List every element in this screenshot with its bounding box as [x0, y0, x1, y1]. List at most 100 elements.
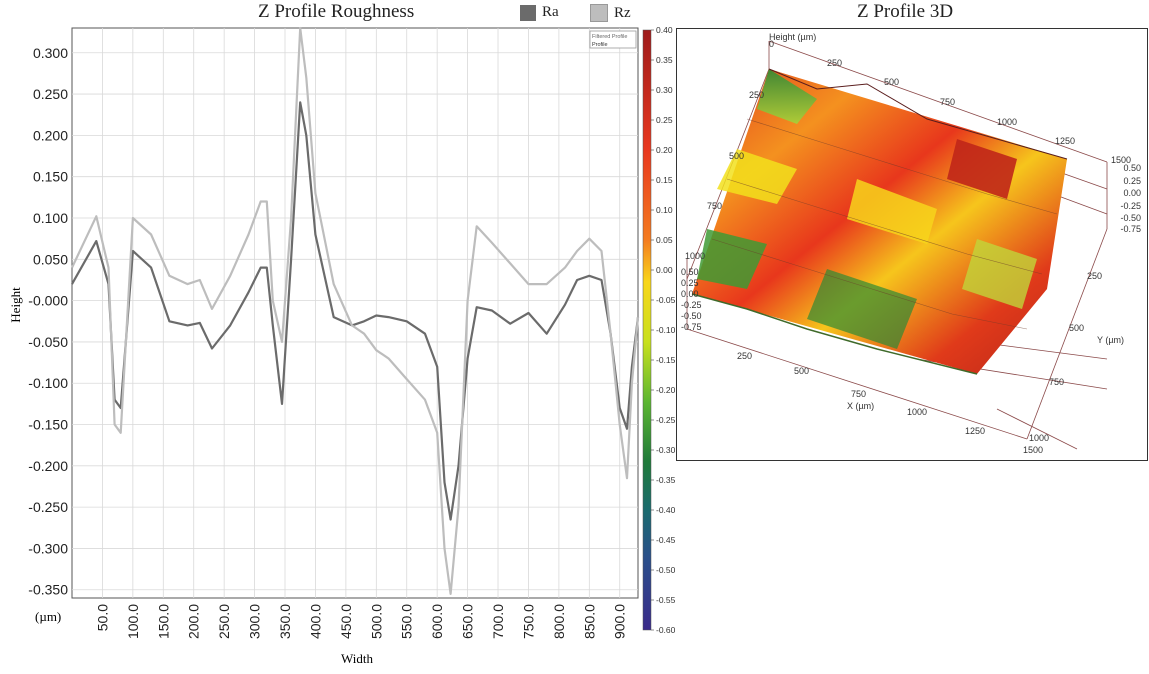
3d-height-tick: -0.75 — [1120, 224, 1141, 234]
legend-label-rz: Rz — [614, 4, 631, 21]
3d-height-tick: 0.25 — [1123, 176, 1141, 186]
3d-y-axis-label: Y (µm) — [1097, 335, 1124, 345]
colorbar-tick-label: -0.45 — [656, 535, 676, 545]
colorbar-tick-label: -0.30 — [656, 445, 676, 455]
3d-top-x-tick: 1500 — [1111, 155, 1131, 165]
3d-height-tick-left: -0.50 — [681, 311, 702, 321]
y-tick-label: 0.100 — [33, 210, 68, 226]
x-tick-label: 550.0 — [399, 604, 415, 639]
chart-title: Z Profile Roughness — [258, 1, 415, 22]
3d-top-x-tick: 1000 — [997, 117, 1017, 127]
y-tick-label: -0.150 — [28, 417, 68, 433]
x-tick-label: 50.0 — [94, 604, 110, 631]
plot-area — [71, 27, 639, 599]
x-tick-label: 750.0 — [520, 604, 536, 639]
colorbar — [642, 29, 652, 631]
colorbar-tick-label: -0.25 — [656, 415, 676, 425]
y-tick-label: 0.150 — [33, 169, 68, 185]
colorbar-tick-label: 0.05 — [656, 235, 673, 245]
x-tick-label: 700.0 — [490, 604, 506, 639]
3d-peak — [847, 179, 937, 244]
3d-top-x-tick: 0 — [769, 39, 774, 49]
x-axis-label: Width — [341, 651, 373, 666]
3d-edge-line — [691, 293, 978, 375]
y-tick-label: -0.350 — [28, 582, 68, 598]
colorbar-tick-label: -0.60 — [656, 625, 676, 635]
y-tick-label: -0.200 — [28, 458, 68, 474]
y-tick-label: -0.300 — [28, 540, 68, 556]
3d-x-tick: 1000 — [907, 407, 927, 417]
3d-height-tick: -0.25 — [1120, 201, 1141, 211]
3d-valley — [757, 69, 817, 124]
3d-height-tick-left: -0.25 — [681, 300, 702, 310]
x-tick-label: 850.0 — [581, 604, 597, 639]
x-tick-label: 650.0 — [460, 604, 476, 639]
colorbar-tick-label: 0.10 — [656, 205, 673, 215]
3d-top-x-tick: 500 — [884, 77, 899, 87]
3d-height-tick: -0.50 — [1120, 213, 1141, 223]
y-tick-label: 0.200 — [33, 127, 68, 143]
x-tick-label: 450.0 — [338, 604, 354, 639]
series-line-ra — [71, 101, 640, 521]
3d-left-side-tick: 500 — [729, 151, 744, 161]
series-line-rz — [71, 26, 640, 596]
3d-x-axis-label: X (µm) — [847, 401, 874, 411]
colorbar-tick-label: -0.15 — [656, 355, 676, 365]
x-tick-label: 900.0 — [612, 604, 628, 639]
3d-height-tick: 0.00 — [1123, 188, 1141, 198]
3d-height-axis-label: Height (µm) — [769, 32, 816, 42]
inset-legend-filtered: Filtered Profile — [592, 34, 627, 40]
legend-item-ra: Ra — [520, 4, 559, 21]
y-tick-label: 0.300 — [33, 45, 68, 61]
x-tick-label: 400.0 — [307, 604, 323, 639]
3d-x-tick: 1250 — [965, 426, 985, 436]
3d-top-x-tick: 1250 — [1055, 136, 1075, 146]
3d-height-tick-left: 0.50 — [681, 267, 699, 277]
3d-x-tick: 250 — [737, 351, 752, 361]
colorbar-tick-label: 0.15 — [656, 175, 673, 185]
y-tick-label: 0.250 — [33, 86, 68, 102]
x-tick-label: 350.0 — [277, 604, 293, 639]
3d-contour-lines — [711, 118, 1058, 330]
legend-label-ra: Ra — [542, 4, 559, 20]
legend-swatch-ra — [520, 4, 536, 21]
y-tick-label: -0.050 — [28, 334, 68, 350]
y-tick-label: 0.050 — [33, 251, 68, 267]
legend-item-rz: Rz — [590, 4, 631, 22]
x-tick-label: 100.0 — [125, 604, 141, 639]
colorbar-tick-label: 0.40 — [656, 25, 673, 35]
3d-top-x-tick: 250 — [827, 58, 842, 68]
colorbar-tick-label: -0.35 — [656, 475, 676, 485]
3d-peak — [717, 149, 797, 204]
3d-height-tick-left: 0.00 — [681, 289, 699, 299]
3d-peak — [947, 139, 1017, 199]
3d-height-tick-left: -0.75 — [681, 322, 702, 332]
colorbar-tick-label: -0.20 — [656, 385, 676, 395]
3d-top-x-tick: 750 — [940, 97, 955, 107]
legend-swatch-rz — [590, 4, 608, 22]
inset-legend-box — [589, 30, 637, 49]
3d-surface-svg: Height (µm)0 250 500 750 1000 1250 1500 0.50 0.2… — [681, 32, 1141, 455]
colorbar-tick-label: -0.50 — [656, 565, 676, 575]
y-tick-label: -0.100 — [28, 375, 68, 391]
colorbar-tick-label: -0.05 — [656, 295, 676, 305]
colorbar-tick-label: 0.20 — [656, 145, 673, 155]
x-unit-label: (µm) — [35, 609, 61, 624]
3d-y-tick: 500 — [1069, 323, 1084, 333]
x-tick-label: 250.0 — [216, 604, 232, 639]
inset-legend-profile: Profile — [592, 42, 608, 48]
x-tick-label: 200.0 — [186, 604, 202, 639]
y-axis-label: Height — [8, 287, 23, 323]
3d-profile-panel: Height (µm) 0 250 500 750 1000 1250 1500 0.50 0.2… — [676, 28, 1148, 461]
x-tick-label: 150.0 — [155, 604, 171, 639]
3d-left-side-tick: 1000 — [685, 251, 705, 261]
3d-y-tick: 1000 — [1029, 433, 1049, 443]
x-tick-label: 500.0 — [368, 604, 384, 639]
x-tick-label: 300.0 — [247, 604, 263, 639]
3d-y-tick: 750 — [1049, 377, 1064, 387]
3d-left-side-tick: 250 — [749, 90, 764, 100]
3d-valley — [807, 269, 917, 349]
y-tick-label: -0.000 — [28, 293, 68, 309]
colorbar-tick-label: -0.40 — [656, 505, 676, 515]
